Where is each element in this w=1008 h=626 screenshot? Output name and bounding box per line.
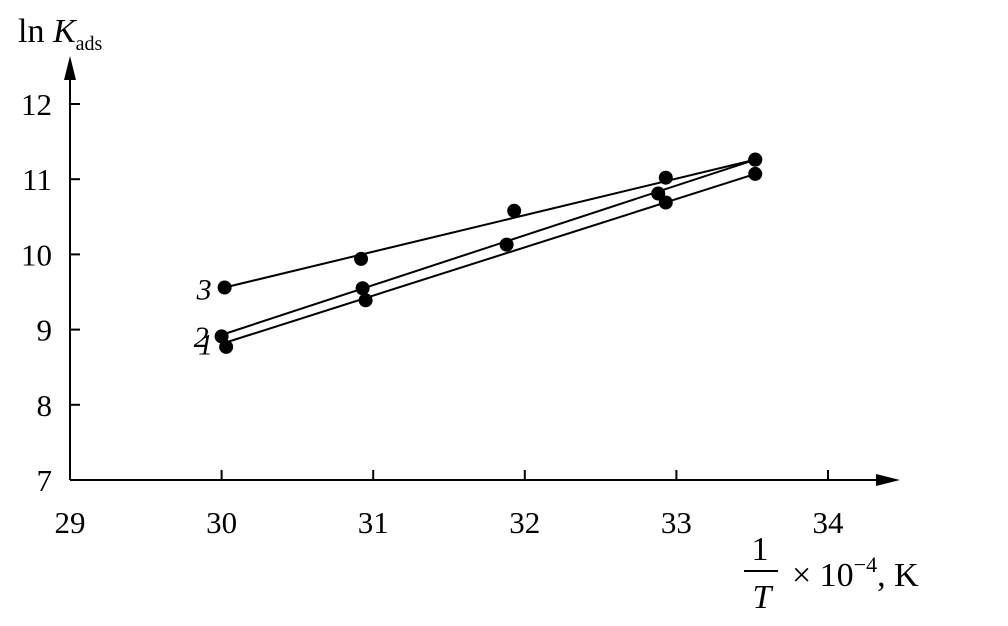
data-points: 12 3 <box>194 152 763 361</box>
point-series-1-4 <box>748 166 763 181</box>
x-tick-label-30: 30 <box>206 505 237 540</box>
x-axis-title-numerator: 1 <box>752 531 769 568</box>
point-series-3-1 <box>217 280 232 295</box>
x-tick-label-33: 33 <box>661 505 692 540</box>
point-series-1-2 <box>358 293 373 308</box>
y-axis-title: ln Kads <box>18 13 103 55</box>
x-tick-label-34: 34 <box>813 505 845 540</box>
x-axis-arrow <box>876 474 900 486</box>
y-tick-label-7: 7 <box>37 463 53 498</box>
y-axis-title-var: K <box>52 13 78 50</box>
fit-line-series-2 <box>221 158 756 336</box>
y-tick-label-10: 10 <box>21 237 52 272</box>
x-axis-title-rest: × 10−4, K <box>792 552 919 594</box>
series-label-2: 2 <box>194 321 209 354</box>
axes <box>64 56 900 486</box>
x-ticks: 29 30 31 32 33 34 <box>55 470 845 540</box>
y-axis-title-main: ln <box>18 13 53 50</box>
point-series-3-5 <box>748 152 763 167</box>
series-label-1: 1 <box>198 328 213 361</box>
x-tick-label-31: 31 <box>358 505 389 540</box>
x-axis-title-exponent: −4 <box>854 552 877 577</box>
y-axis-title-sub: ads <box>76 33 103 55</box>
fit-line-series-1 <box>225 172 756 344</box>
y-tick-label-11: 11 <box>22 162 52 197</box>
y-tick-label-8: 8 <box>37 388 53 423</box>
x-axis-title-multiplier: × 10 <box>792 557 854 594</box>
fit-line-series-3 <box>224 158 756 289</box>
y-axis-arrow <box>64 56 76 80</box>
x-axis-title-denominator: T <box>753 579 774 616</box>
x-axis-title-unit: , K <box>877 557 919 594</box>
x-axis-title: 1 T × 10−4, K <box>744 531 919 616</box>
point-series-2-1 <box>214 329 229 344</box>
point-series-2-3 <box>499 237 514 252</box>
point-series-1-1 <box>219 339 234 354</box>
point-series-2-2 <box>355 281 370 296</box>
point-series-3-4 <box>658 170 673 185</box>
fit-lines <box>221 158 756 344</box>
y-tick-label-12: 12 <box>21 87 52 122</box>
point-series-2-4 <box>651 186 666 201</box>
x-tick-label-32: 32 <box>509 505 540 540</box>
y-tick-label-9: 9 <box>37 313 53 348</box>
y-ticks: 7 8 9 10 11 12 <box>21 87 80 498</box>
x-tick-label-29: 29 <box>55 505 86 540</box>
point-series-3-2 <box>354 251 369 266</box>
point-series-3-3 <box>507 203 522 218</box>
series-label-3: 3 <box>196 273 212 306</box>
